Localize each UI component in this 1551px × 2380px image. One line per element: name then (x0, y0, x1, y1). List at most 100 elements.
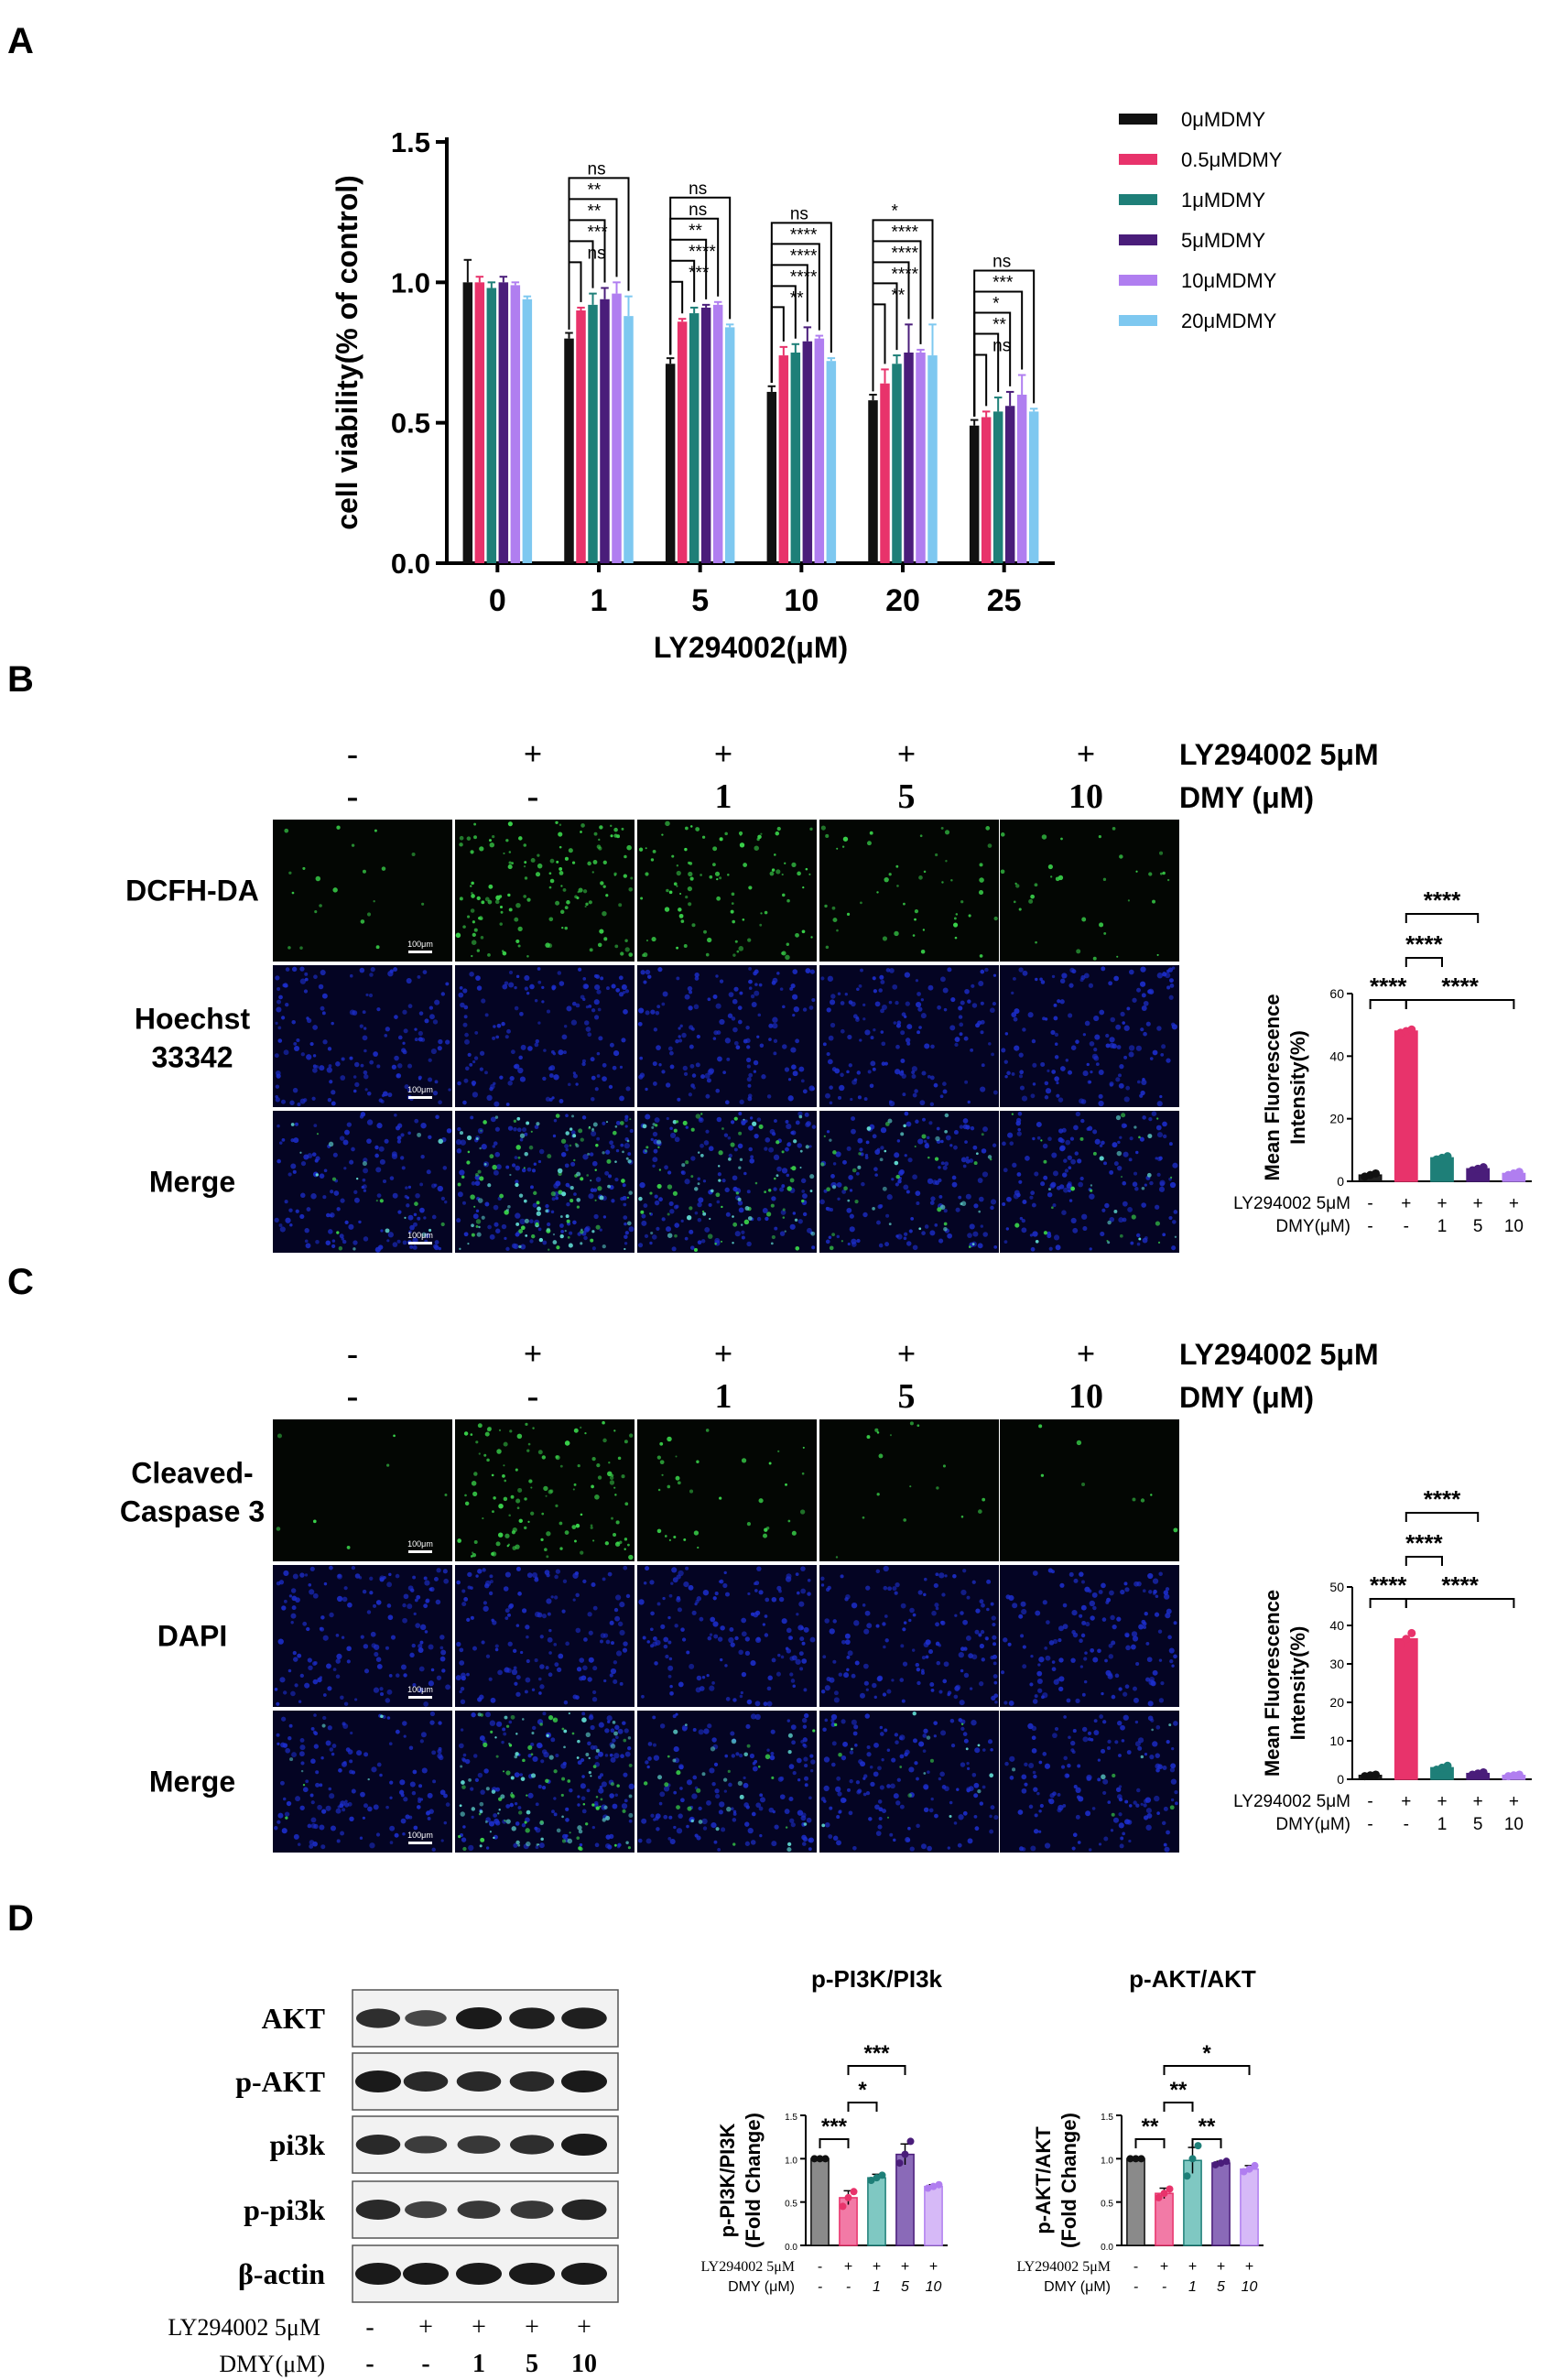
green-signal-dot (587, 861, 591, 866)
nucleus-dot (288, 1594, 293, 1598)
nucleus-dot (837, 1095, 842, 1100)
nucleus-dot (960, 1611, 964, 1615)
green-signal-dot (675, 1455, 678, 1458)
nucleus-dot (279, 1780, 285, 1786)
nucleus-dot (390, 1635, 396, 1640)
nucleus-dot (619, 1065, 624, 1069)
nucleus-dot (312, 1730, 317, 1734)
nucleus-dot (299, 966, 305, 972)
green-signal-dot (664, 907, 670, 912)
nucleus-dot (624, 1143, 630, 1149)
green-signal-dot (537, 853, 540, 857)
nucleus-dot (671, 1246, 677, 1252)
nucleus-dot (731, 1754, 735, 1758)
nucleus-dot (686, 1824, 689, 1829)
nucleus-dot (1073, 1578, 1079, 1583)
green-signal-dot (1090, 1184, 1093, 1187)
nucleus-dot (510, 1049, 515, 1055)
nucleus-dot (358, 1220, 362, 1224)
green-signal-dot (561, 1191, 567, 1197)
nucleus-dot (434, 999, 440, 1005)
nucleus-dot (638, 1599, 645, 1605)
green-signal-dot (571, 1114, 575, 1118)
significance-label: ** (689, 222, 702, 241)
green-signal-dot (1116, 955, 1119, 958)
nucleus-dot (900, 1030, 906, 1036)
nucleus-dot (942, 1089, 948, 1094)
nucleus-dot (437, 1046, 442, 1051)
nucleus-dot (739, 1694, 743, 1699)
nucleus-dot (1109, 1169, 1114, 1175)
nucleus-dot (918, 1741, 925, 1747)
nucleus-dot (656, 1226, 660, 1231)
green-signal-dot (754, 1181, 758, 1185)
treatment-ly: + (1077, 735, 1096, 772)
green-signal-dot (809, 827, 813, 831)
nucleus-dot (492, 1145, 496, 1148)
nucleus-dot (419, 1207, 425, 1213)
green-signal-dot (526, 897, 531, 902)
nucleus-dot (717, 1848, 721, 1852)
green-signal-dot (600, 881, 604, 886)
green-signal-dot (596, 844, 602, 849)
nucleus-dot (916, 1668, 921, 1672)
green-signal-dot (580, 1426, 582, 1429)
nucleus-dot (577, 1803, 580, 1807)
nucleus-dot (1104, 1658, 1108, 1663)
nucleus-dot (642, 1636, 646, 1640)
nucleus-dot (766, 1701, 773, 1707)
green-signal-dot (594, 1494, 600, 1500)
protein-band (356, 2008, 400, 2028)
nucleus-dot (396, 1139, 402, 1144)
green-signal-dot (748, 886, 753, 890)
green-signal-dot (559, 845, 562, 849)
data-point (1479, 1767, 1488, 1777)
nucleus-dot (406, 1203, 410, 1208)
bar (462, 282, 473, 563)
nucleus-dot (844, 993, 848, 996)
x-row2-label: 5 (1473, 1815, 1483, 1834)
nucleus-dot (418, 1687, 424, 1693)
nucleus-dot (784, 1067, 790, 1072)
western-ly-sign: + (525, 2313, 539, 2342)
nucleus-dot (1103, 1836, 1109, 1842)
significance-label: *** (863, 2041, 890, 2066)
nucleus-dot (317, 1804, 322, 1810)
nucleus-dot (508, 1720, 513, 1724)
nucleus-dot (420, 1732, 427, 1738)
row-label-ly: LY294002 5μM (1179, 1338, 1379, 1371)
green-signal-dot (960, 1201, 967, 1207)
green-signal-dot (515, 902, 521, 908)
green-signal-dot (346, 1546, 351, 1549)
nucleus-dot (593, 999, 600, 1005)
nucleus-dot (402, 1603, 407, 1608)
nucleus-dot (910, 1217, 915, 1221)
nucleus-dot (534, 1042, 539, 1048)
nucleus-dot (1004, 1075, 1008, 1079)
green-signal-dot (319, 904, 322, 907)
nucleus-dot (710, 1822, 717, 1829)
nucleus-dot (409, 1652, 415, 1658)
nucleus-dot (666, 1116, 669, 1121)
nucleus-dot (575, 1627, 581, 1634)
green-signal-dot (590, 1179, 592, 1182)
nucleus-dot (514, 1772, 520, 1778)
nucleus-dot (591, 1075, 596, 1081)
green-signal-dot (654, 1124, 658, 1127)
nucleus-dot (980, 1224, 983, 1228)
nucleus-dot (842, 1159, 847, 1165)
nucleus-dot (729, 1627, 734, 1632)
nucleus-dot (718, 1809, 723, 1815)
nucleus-dot (597, 1007, 602, 1012)
nucleus-dot (935, 1641, 940, 1646)
nucleus-dot (824, 1718, 829, 1723)
green-signal-dot (504, 1479, 507, 1483)
green-signal-dot (697, 1182, 700, 1186)
green-signal-dot (545, 942, 550, 948)
nucleus-dot (387, 1092, 393, 1098)
nucleus-dot (385, 1805, 389, 1809)
nucleus-dot (786, 1627, 792, 1634)
nucleus-dot (376, 1123, 383, 1129)
nucleus-dot (1129, 1136, 1133, 1141)
data-point (1407, 1628, 1416, 1637)
